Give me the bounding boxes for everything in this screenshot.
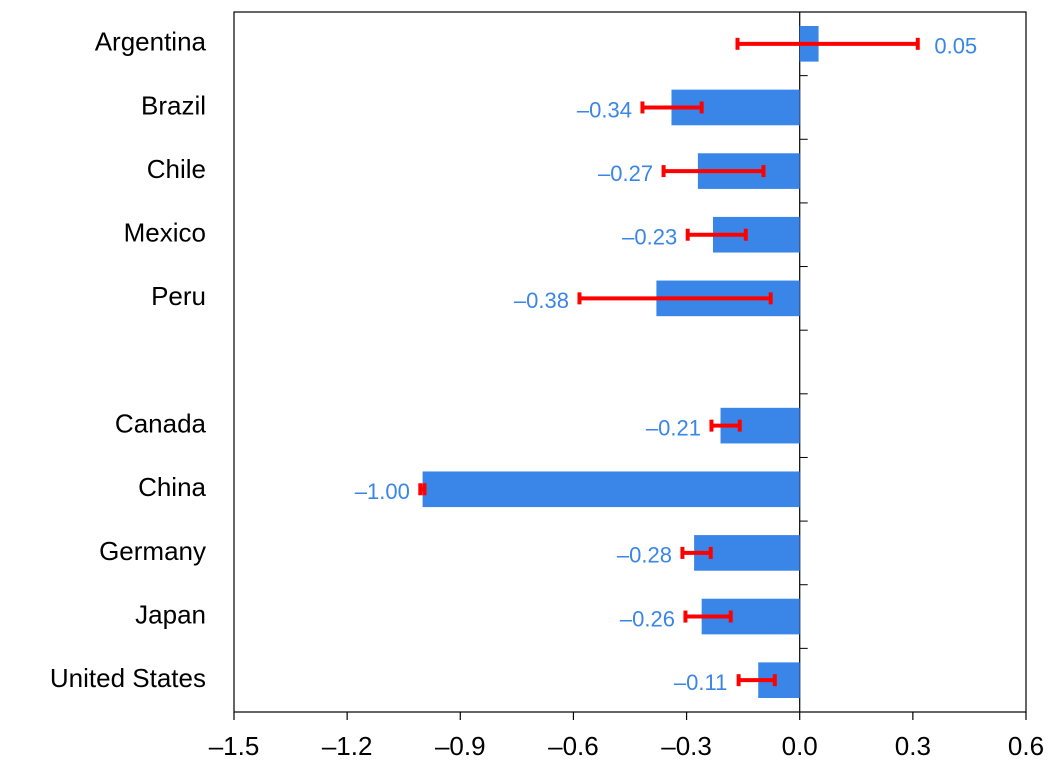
x-tick-label: –0.9	[435, 731, 486, 761]
x-tick-label: 0.0	[782, 731, 818, 761]
x-tick-label: –1.2	[322, 731, 373, 761]
y-tick-label: United States	[50, 663, 206, 693]
y-tick-label: Argentina	[95, 27, 207, 57]
y-tick-label: Japan	[135, 599, 206, 629]
x-tick-label: 0.3	[895, 731, 931, 761]
y-tick-label: Mexico	[124, 218, 206, 248]
value-label: –1.00	[355, 479, 410, 504]
bar	[422, 471, 800, 508]
y-tick-label: Peru	[151, 281, 206, 311]
value-label: –0.11	[674, 670, 727, 695]
x-tick-label: –0.3	[661, 731, 712, 761]
x-tick-label: 0.6	[1008, 731, 1044, 761]
value-label: 0.05	[934, 34, 977, 59]
value-label: –0.27	[598, 161, 653, 186]
value-label: –0.26	[620, 606, 675, 631]
value-label: –0.23	[622, 225, 677, 250]
x-tick-label: –0.6	[548, 731, 599, 761]
y-tick-label: Germany	[99, 536, 206, 566]
plot-frame	[233, 11, 1027, 713]
y-tick-label: Canada	[115, 409, 207, 439]
y-tick-label: Chile	[147, 154, 206, 184]
y-tick-label: China	[138, 472, 206, 502]
value-label: –0.21	[646, 415, 701, 440]
x-tick-label: –1.5	[209, 731, 260, 761]
value-label: –0.38	[514, 288, 569, 313]
value-label: –0.28	[617, 543, 672, 568]
value-label: –0.34	[577, 97, 632, 122]
y-tick-label: Brazil	[141, 90, 206, 120]
